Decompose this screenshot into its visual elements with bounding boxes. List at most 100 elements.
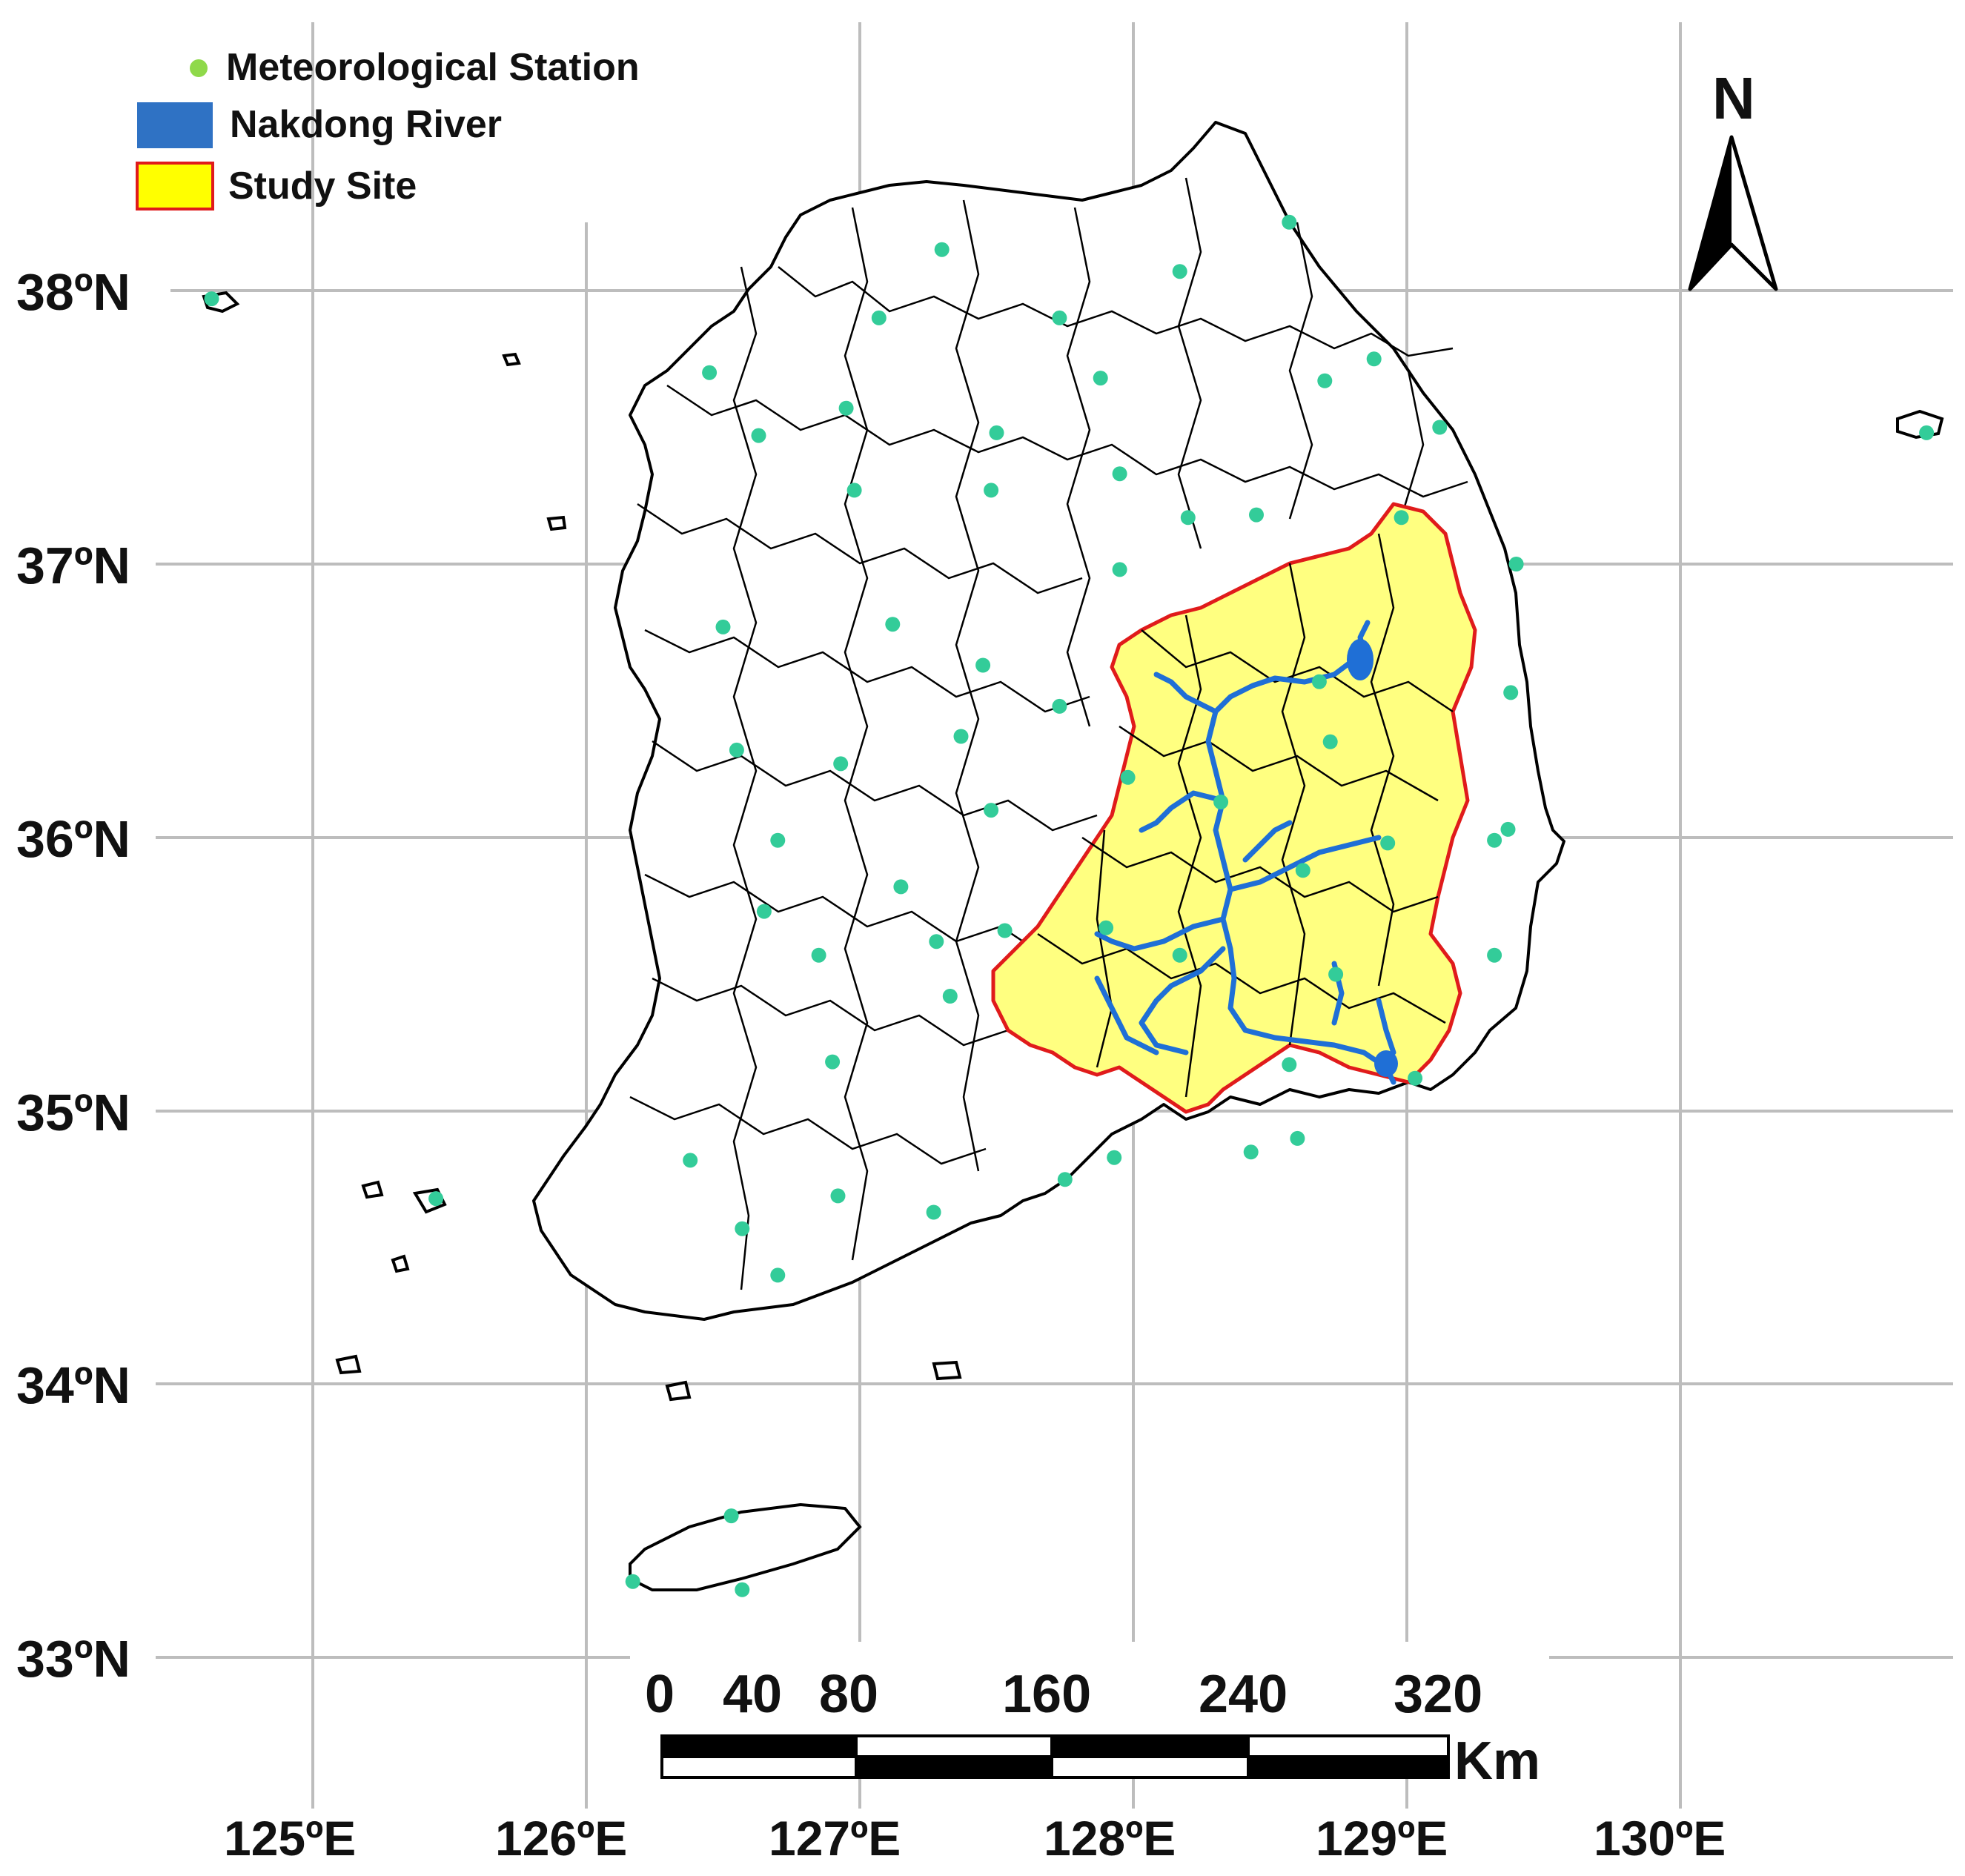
scale-label-240: 240 (1199, 1665, 1288, 1724)
meteorological-station-marker (1282, 214, 1297, 230)
meteorological-station-marker (997, 923, 1013, 938)
scale-label-80: 80 (819, 1665, 878, 1724)
lon-label-125: 125ºE (224, 1811, 356, 1866)
meteorological-station-marker (1243, 1144, 1259, 1160)
meteorological-station-marker (751, 428, 766, 443)
meteorological-station-marker (204, 291, 219, 307)
meteorological-station-marker (825, 1054, 841, 1070)
meteorological-station-marker (1213, 795, 1229, 809)
legend-station-symbol (190, 59, 208, 77)
meteorological-station-marker (984, 483, 999, 498)
meteorological-station-marker (770, 832, 786, 848)
legend-river-label: Nakdong River (230, 103, 502, 146)
meteorological-station-marker (1112, 466, 1127, 482)
meteorological-station-marker (893, 879, 909, 895)
meteorological-station-marker (770, 1267, 786, 1283)
meteorological-station-marker (683, 1153, 698, 1168)
meteorological-station-marker (1172, 947, 1187, 963)
meteorological-station-marker (989, 425, 1004, 440)
meteorological-station-marker (1052, 310, 1067, 325)
lon-label-129: 129ºE (1316, 1811, 1448, 1866)
legend-station-label: Meteorological Station (226, 46, 640, 89)
meteorological-station-marker (428, 1191, 444, 1207)
meteorological-station-marker (1919, 425, 1935, 440)
nakdong-river (1094, 620, 1396, 1085)
lat-label-37: 37ºN (16, 537, 130, 594)
meteorological-station-marker (729, 742, 744, 758)
scale-unit: Km (1454, 1731, 1540, 1791)
meteorological-station-marker (1328, 967, 1344, 982)
scale-label-40: 40 (723, 1665, 782, 1724)
meteorological-station-marker (1487, 832, 1502, 848)
meteorological-station-marker (756, 904, 772, 919)
meteorological-station-marker (702, 365, 718, 380)
river-estuary (1374, 1050, 1398, 1077)
meteorological-station-marker (838, 400, 854, 416)
lon-label-130: 130ºE (1594, 1811, 1726, 1866)
meteorological-station-marker (1503, 685, 1519, 700)
stations-layer (204, 214, 1935, 1597)
legend: Meteorological Station Nakdong River Stu… (136, 46, 640, 211)
scale-label-0: 0 (645, 1665, 675, 1724)
river-main-channel (1205, 649, 1396, 1085)
meteorological-station-marker (830, 1188, 846, 1204)
meteorological-station-marker (811, 947, 826, 963)
meteorological-station-marker (926, 1204, 941, 1220)
meteorological-station-marker (1120, 769, 1136, 785)
lat-label-33: 33ºN (16, 1630, 130, 1688)
meteorological-station-marker (1487, 947, 1502, 963)
meteorological-station-marker (1099, 920, 1114, 935)
lon-label-127: 127ºE (769, 1811, 901, 1866)
meteorological-station-marker (1432, 420, 1448, 435)
meteorological-station-marker (1508, 557, 1524, 571)
meteorological-station-marker (1311, 674, 1327, 689)
lat-label-34: 34ºN (16, 1356, 130, 1414)
scale-bar-segments (660, 1734, 1450, 1779)
meteorological-station-marker (929, 934, 944, 949)
river-reservoir (1347, 639, 1373, 680)
meteorological-station-marker (1172, 264, 1187, 279)
meteorological-station-marker (1380, 835, 1396, 851)
meteorological-station-marker (1282, 1057, 1297, 1073)
meteorological-station-marker (1180, 510, 1196, 526)
legend-study-label: Study Site (228, 165, 417, 208)
lat-label-36: 36ºN (16, 810, 130, 868)
longitude-labels: 125ºE 126ºE 127ºE 128ºE 129ºE 130ºE (224, 1811, 1726, 1866)
meteorological-station-marker (1290, 1130, 1305, 1146)
meteorological-station-marker (871, 310, 887, 325)
meteorological-station-marker (1107, 1150, 1122, 1165)
meteorological-station-marker (1366, 351, 1382, 367)
scale-bar: 0 40 80 160 240 320 Km (630, 1642, 1549, 1791)
meteorological-station-marker (1322, 734, 1338, 749)
meteorological-station-marker (1057, 1172, 1073, 1187)
scale-label-320: 320 (1394, 1665, 1482, 1724)
legend-river-swatch (137, 102, 213, 148)
lon-label-128: 128ºE (1044, 1811, 1176, 1866)
jeju-island (629, 1502, 862, 1591)
north-arrow: N (1688, 65, 1778, 291)
latitude-labels: 38ºN 37ºN 36ºN 35ºN 34ºN 33ºN (16, 263, 130, 1688)
legend-study-swatch (136, 162, 214, 211)
lon-label-126: 126ºE (495, 1811, 627, 1866)
meteorological-station-marker (846, 483, 862, 498)
meteorological-station-marker (975, 657, 991, 673)
meteorological-station-marker (984, 803, 999, 818)
meteorological-station-marker (1500, 821, 1516, 837)
meteorological-station-marker (715, 619, 731, 634)
meteorological-station-marker (625, 1574, 640, 1589)
meteorological-station-marker (723, 1508, 739, 1524)
meteorological-station-marker (735, 1221, 750, 1236)
meteorological-station-marker (1394, 510, 1409, 526)
meteorological-station-marker (1317, 373, 1333, 388)
lat-label-35: 35ºN (16, 1084, 130, 1141)
meteorological-station-marker (1052, 698, 1067, 714)
meteorological-station-marker (735, 1582, 750, 1597)
meteorological-station-marker (1112, 562, 1127, 577)
meteorological-station-marker (1408, 1070, 1423, 1086)
meteorological-station-marker (942, 989, 958, 1004)
north-arrow-label: N (1712, 65, 1755, 131)
meteorological-station-marker (833, 756, 849, 772)
meteorological-station-marker (1093, 371, 1108, 386)
lat-label-38: 38ºN (16, 263, 130, 321)
